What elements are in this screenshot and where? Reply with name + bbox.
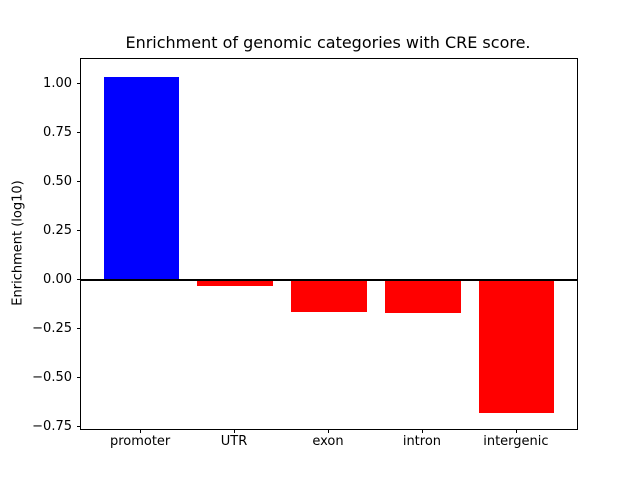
bar-UTR — [197, 280, 273, 287]
y-tick-mark — [77, 328, 81, 330]
x-tick-label-promoter: promoter — [109, 434, 171, 449]
y-tick-mark — [77, 377, 81, 379]
bar-exon — [291, 280, 367, 312]
bar-promoter — [103, 76, 179, 281]
plot-area — [80, 58, 578, 430]
x-tick-label-UTR: UTR — [220, 434, 248, 449]
y-tick-label: 0.00 — [43, 271, 72, 287]
y-tick-label: −0.25 — [32, 320, 72, 336]
x-tick-mark — [140, 429, 142, 433]
y-tick-mark — [77, 426, 81, 428]
y-tick-mark — [77, 181, 81, 183]
y-tick-label: 1.00 — [43, 75, 72, 91]
y-tick-label: 0.75 — [43, 124, 72, 140]
x-tick-label-intron: intron — [402, 434, 442, 449]
y-tick-mark — [77, 279, 81, 281]
y-tick-label: −0.50 — [32, 369, 72, 385]
chart-title: Enrichment of genomic categories with CR… — [125, 33, 531, 52]
y-tick-label: 0.50 — [43, 173, 72, 189]
y-tick-label: 0.25 — [43, 222, 72, 238]
y-tick-mark — [77, 132, 81, 134]
zero-line — [81, 279, 577, 282]
bar-intron — [385, 280, 461, 314]
y-axis-label: Enrichment (log10) — [10, 180, 26, 306]
x-tick-mark — [515, 429, 517, 433]
x-tick-label-intergenic: intergenic — [483, 434, 549, 449]
bar-intergenic — [479, 280, 555, 414]
x-tick-mark — [421, 429, 423, 433]
x-tick-mark — [328, 429, 329, 433]
y-tick-mark — [77, 83, 81, 85]
x-tick-mark — [234, 429, 236, 433]
x-tick-label-exon: exon — [312, 434, 344, 449]
y-tick-label: −0.75 — [32, 418, 72, 434]
y-tick-mark — [77, 230, 81, 232]
